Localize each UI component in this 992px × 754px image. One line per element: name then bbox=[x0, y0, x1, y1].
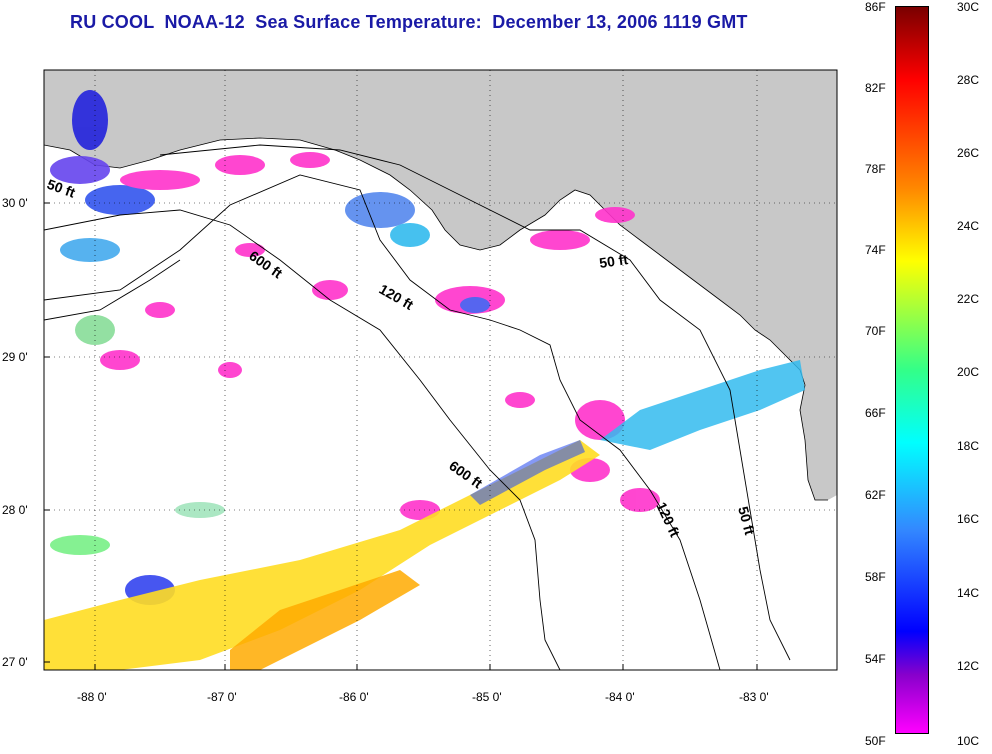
contour-600ft-south bbox=[44, 259, 181, 321]
lon-label: -86 0' bbox=[339, 690, 369, 704]
lon-label: -87 0' bbox=[207, 690, 237, 704]
lon-label: -88 0' bbox=[77, 690, 107, 704]
colorbar-f-label: 54F bbox=[865, 652, 886, 666]
colorbar-c-label: 22C bbox=[957, 292, 980, 306]
warm-sst-band bbox=[44, 440, 600, 670]
colorbar-f-label: 78F bbox=[865, 162, 886, 176]
cold-sst-patches bbox=[50, 90, 660, 605]
colorbar-f-label: 58F bbox=[865, 570, 886, 584]
colorbar-f-label: 62F bbox=[865, 488, 886, 502]
colorbar-c-label: 12C bbox=[957, 659, 980, 673]
axis-ticks bbox=[44, 202, 758, 670]
lon-label: -85 0' bbox=[472, 690, 502, 704]
colorbar-c-label: 28C bbox=[957, 73, 980, 87]
contour-50ft bbox=[159, 144, 791, 661]
lat-label: 29 0' bbox=[2, 350, 28, 364]
lat-label: 27 0' bbox=[2, 655, 28, 669]
colorbar-f-label: 66F bbox=[865, 406, 886, 420]
colorbar-f-label: 70F bbox=[865, 324, 886, 338]
colorbar-f-label: 74F bbox=[865, 243, 886, 257]
colorbar-c-label: 26C bbox=[957, 146, 980, 160]
warm-edge bbox=[470, 440, 585, 505]
colorbar-c-label: 10C bbox=[957, 734, 980, 748]
map-frame bbox=[43, 69, 838, 671]
colorbar-c-label: 16C bbox=[957, 512, 980, 526]
colorbar-c-label: 14C bbox=[957, 586, 980, 600]
contour-label: 50 ft bbox=[735, 505, 758, 537]
contour-600ft-north bbox=[44, 209, 561, 670]
colorbar-f-label: 82F bbox=[865, 81, 886, 95]
lat-label: 28 0' bbox=[2, 503, 28, 517]
colorbar-c-label: 18C bbox=[957, 439, 980, 453]
contour-label: 50 ft bbox=[598, 251, 629, 271]
grid-lines bbox=[44, 70, 837, 670]
lon-label: -83 0' bbox=[739, 690, 769, 704]
colorbar-c-label: 24C bbox=[957, 219, 980, 233]
colorbar-f-label: 86F bbox=[865, 0, 886, 14]
cyan-band bbox=[600, 360, 805, 450]
lat-label: 30 0' bbox=[2, 196, 28, 210]
green-patch bbox=[50, 535, 110, 555]
colorbar-c-label: 30C bbox=[957, 0, 980, 14]
land-mass bbox=[44, 70, 837, 500]
colorbar-c-label: 20C bbox=[957, 365, 980, 379]
warm-core bbox=[230, 570, 420, 670]
colorbar-f-label: 50F bbox=[865, 734, 886, 748]
map-title: RU COOL NOAA-12 Sea Surface Temperature:… bbox=[70, 12, 748, 32]
coastline bbox=[44, 137, 828, 501]
colorbar bbox=[895, 6, 929, 734]
lon-label: -84 0' bbox=[605, 690, 635, 704]
